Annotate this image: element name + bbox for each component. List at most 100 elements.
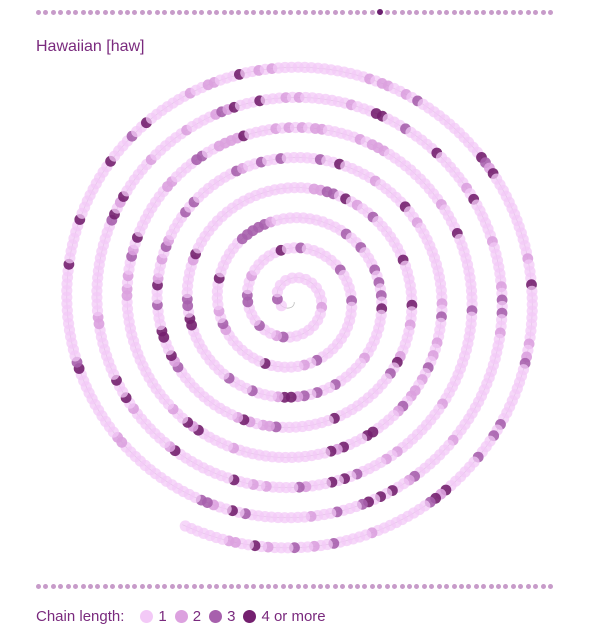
page-dot[interactable] [407,584,412,589]
page-dot[interactable] [95,10,101,15]
page-dot[interactable] [280,584,286,589]
page-dot[interactable] [548,584,553,589]
page-dot[interactable] [65,10,71,15]
page-dot[interactable] [243,10,249,15]
page-dot[interactable] [243,584,249,589]
page-dot[interactable] [154,10,160,15]
page-dot[interactable] [473,10,479,15]
page-dot[interactable] [436,10,442,15]
page-dot[interactable] [251,584,257,589]
page-dot[interactable] [325,584,331,589]
page-dot[interactable] [429,10,435,15]
page-dot[interactable] [80,10,86,15]
page-dot[interactable] [58,584,64,589]
page-dot[interactable] [362,10,368,15]
page-dot[interactable] [525,584,531,589]
page-dot[interactable] [139,10,145,15]
page-dot[interactable] [399,584,405,589]
page-dot[interactable] [273,584,279,589]
page-dot[interactable] [80,584,86,589]
page-dot[interactable] [488,584,494,589]
page-dot[interactable] [58,10,64,15]
page-dot[interactable] [510,10,516,15]
page-dots-top[interactable] [0,6,601,20]
page-dot[interactable] [369,10,375,15]
page-dot[interactable] [518,584,524,589]
page-dot[interactable] [451,584,457,589]
page-dot[interactable] [206,584,212,589]
page-dot[interactable] [36,584,41,589]
page-dot[interactable] [451,10,457,15]
page-dot[interactable] [73,584,79,589]
page-dot[interactable] [347,584,353,589]
page-dot[interactable] [340,10,346,15]
page-dot[interactable] [481,10,487,15]
page-dot[interactable] [488,10,494,15]
page-dot[interactable] [317,584,323,589]
page-dot[interactable] [295,584,301,589]
page-dot[interactable] [43,584,49,589]
page-dot[interactable] [466,10,472,15]
page-dot[interactable] [117,10,123,15]
page-dot[interactable] [199,584,205,589]
page-dot[interactable] [162,584,168,589]
page-dot[interactable] [266,10,272,15]
page-dot[interactable] [191,10,197,15]
page-dot[interactable] [176,10,182,15]
page-dot[interactable] [458,584,464,589]
page-dot[interactable] [132,584,138,589]
page-dot[interactable] [95,584,101,589]
page-dot[interactable] [414,10,420,15]
page-dot[interactable] [258,10,264,15]
page-dot[interactable] [43,10,49,15]
page-dot[interactable] [87,584,93,589]
page-dot[interactable] [496,584,502,589]
page-dot[interactable] [481,584,487,589]
page-dot[interactable] [169,584,175,589]
page-dot[interactable] [503,584,509,589]
page-dot[interactable] [110,10,116,15]
page-dot[interactable] [36,10,41,15]
page-dot[interactable] [533,584,539,589]
page-dot[interactable] [377,584,383,589]
page-dot[interactable] [102,10,108,15]
page-dot[interactable] [221,10,227,15]
page-dot[interactable] [236,10,242,15]
page-dot[interactable] [444,10,450,15]
page-dot[interactable] [50,10,56,15]
page-dot[interactable] [184,10,190,15]
page-dot[interactable] [199,10,205,15]
page-dot[interactable] [117,584,123,589]
page-dot[interactable] [510,584,516,589]
page-dot[interactable] [214,584,220,589]
page-dot[interactable] [525,10,531,15]
page-dot[interactable] [273,10,279,15]
page-dot[interactable] [184,584,190,589]
page-dot[interactable] [288,10,294,15]
page-dot[interactable] [362,584,368,589]
page-dot[interactable] [258,584,264,589]
page-dot[interactable] [355,10,361,15]
page-dot[interactable] [310,10,316,15]
page-dot[interactable] [125,10,131,15]
page-dot[interactable] [340,584,346,589]
page-dot[interactable] [548,10,553,15]
page-dot[interactable] [266,584,272,589]
page-dot[interactable] [288,584,294,589]
page-dot[interactable] [73,10,79,15]
page-dot[interactable] [132,10,138,15]
page-dot[interactable] [236,584,242,589]
page-dot[interactable] [540,10,546,15]
page-dot[interactable] [458,10,464,15]
page-dot[interactable] [444,584,450,589]
page-dot[interactable] [139,584,145,589]
page-dot[interactable] [414,584,420,589]
page-dot[interactable] [154,584,160,589]
page-dot[interactable] [347,10,353,15]
page-dot[interactable] [125,584,131,589]
page-dot[interactable] [87,10,93,15]
page-dot[interactable] [369,584,375,589]
page-dot[interactable] [147,10,153,15]
page-dot[interactable] [377,9,384,15]
page-dot[interactable] [214,10,220,15]
